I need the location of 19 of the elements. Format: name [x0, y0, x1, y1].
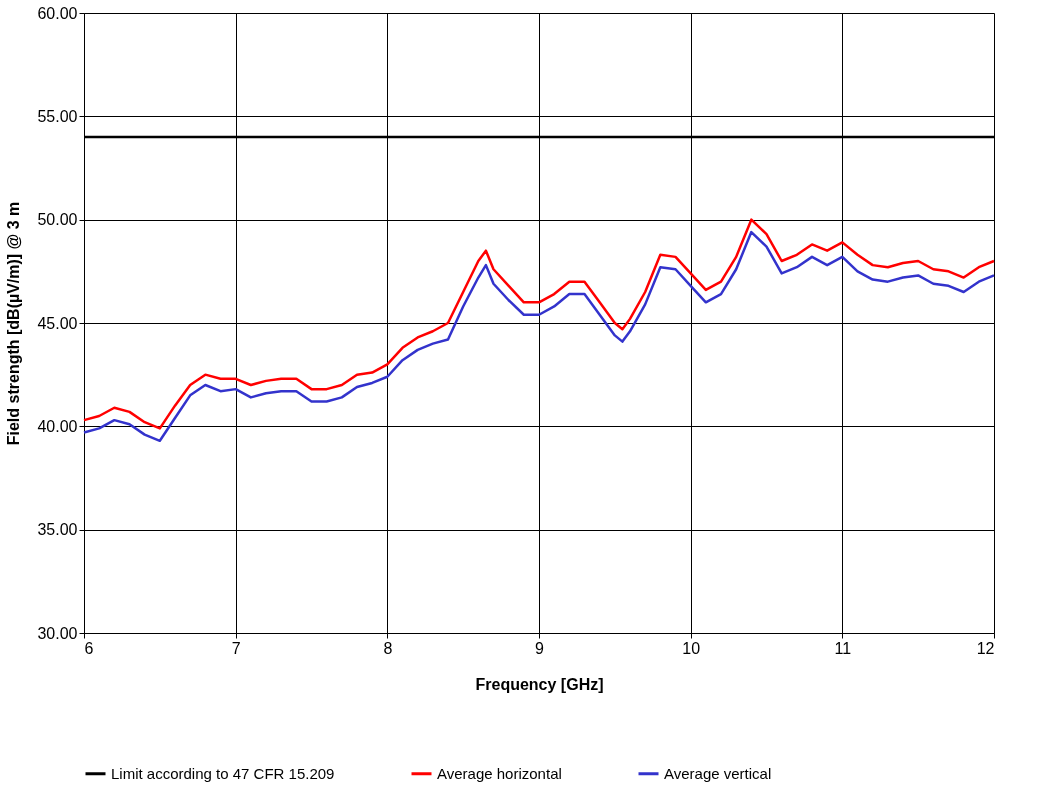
x-axis-title: Frequency [GHz] [475, 675, 604, 693]
y-tick-label: 30.00 [37, 624, 78, 642]
x-tick-label: 10 [682, 639, 701, 657]
y-tick-label: 35.00 [37, 521, 78, 539]
y-tick-label: 50.00 [37, 211, 78, 229]
y-tick-label: 45.00 [37, 314, 78, 332]
y-axis-title: Field strength [dB(µV/m)] @ 3 m [5, 201, 23, 446]
x-tick-label: 12 [976, 639, 995, 657]
x-tick-label: 6 [84, 639, 94, 657]
y-tick-label: 55.00 [37, 107, 78, 125]
y-tick-label: 60.00 [37, 4, 78, 22]
y-tick-label: 40.00 [37, 417, 78, 435]
x-tick-label: 9 [535, 639, 545, 657]
legend-label: Average vertical [664, 764, 772, 782]
legend-label: Average horizontal [437, 764, 562, 782]
x-tick-label: 7 [231, 639, 241, 657]
x-tick-label: 11 [834, 639, 852, 657]
legend-label: Limit according to 47 CFR 15.209 [111, 764, 335, 782]
x-tick-label: 8 [383, 639, 393, 657]
